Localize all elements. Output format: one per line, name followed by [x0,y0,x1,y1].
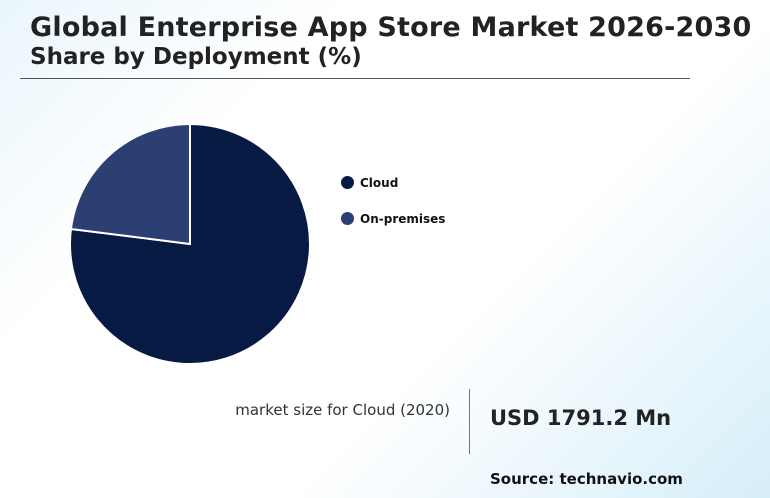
legend-label-on-premises: On-premises [360,211,446,226]
pie-slice-on-premises[interactable] [69,122,191,246]
legend: Cloud On-premises [341,174,445,246]
title-divider [20,78,690,79]
source-credit: Source: technavio.com [490,470,683,488]
chart-subtitle: Share by Deployment (%) [30,44,362,70]
legend-item-on-premises[interactable]: On-premises [341,210,445,227]
legend-item-cloud[interactable]: Cloud [341,174,445,191]
market-size-label: market size for Cloud (2020) [235,401,450,419]
kpi-divider [469,389,470,454]
chart-title: Global Enterprise App Store Market 2026-… [30,12,752,43]
legend-swatch-cloud [341,176,354,189]
legend-label-cloud: Cloud [360,175,399,190]
market-size-value: USD 1791.2 Mn [490,406,672,430]
legend-swatch-on-premises [341,212,354,225]
